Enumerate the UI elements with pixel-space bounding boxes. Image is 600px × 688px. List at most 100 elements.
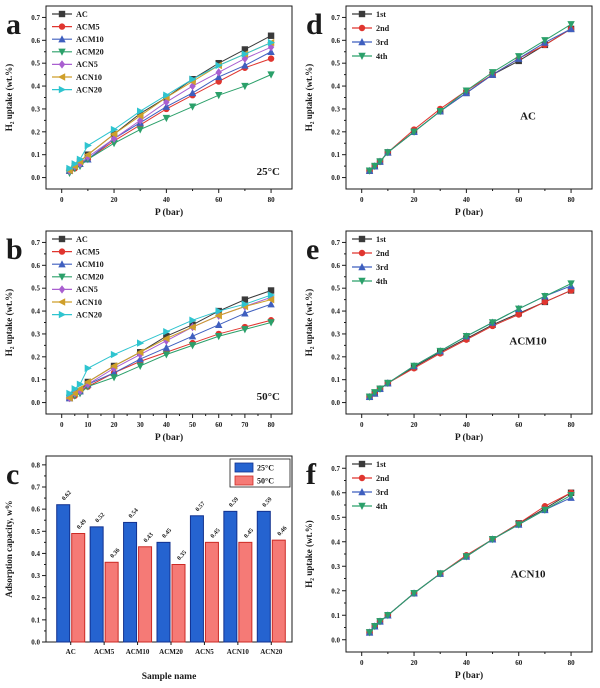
x-tick-label: 0 [360, 659, 364, 667]
legend-label: 4th [376, 502, 388, 511]
bar-value-label: 0.62 [60, 489, 72, 502]
y-tick-label: 0.3 [331, 563, 340, 571]
x-tick-label: 80 [268, 196, 276, 204]
bar-ACM5-25°C [89, 526, 104, 643]
panel-e: 0 20 40 60 80 P (bar) 0.0 0.1 0.2 0.3 0.4 0.5 0.6 0.7… [300, 225, 600, 450]
series-4th [365, 280, 575, 401]
y-tick-label: 0.7 [331, 239, 340, 247]
legend-label: 2nd [376, 249, 390, 258]
y-tick-label: 0.6 [31, 506, 40, 514]
x-axis-title: Sample name [142, 672, 197, 682]
y-tick-label: 0.3 [31, 572, 40, 580]
y-tick-label: 0.7 [31, 484, 40, 492]
series-4th [365, 492, 575, 637]
bars: 0.620.490.520.360.540.43 0.450.350.570.45… [56, 489, 289, 643]
y-tick-label: 0.5 [331, 60, 340, 68]
y-tick-label: 0.6 [31, 262, 40, 270]
y-tick-label: 0.2 [331, 353, 340, 361]
legend-label: 1st [376, 460, 386, 469]
x-tick-label: 40 [463, 421, 471, 429]
x-category-label: ACM20 [159, 648, 183, 656]
x-category-label: ACN5 [195, 648, 214, 656]
y-tick-label: 0.2 [331, 128, 340, 136]
panel-letter: a [6, 8, 21, 41]
panel-e-chart: 0 20 40 60 80 P (bar) 0.0 0.1 0.2 0.3 0.4 0.5 0.6 0.7… [304, 230, 593, 443]
legend: AC ACM5 ACM10 ACM20 ACN5 ACN10 ACN20 [52, 235, 104, 319]
x-tick-label: 30 [137, 421, 145, 429]
x-tick-label: 50 [189, 421, 197, 429]
bar-value-label: 0.59 [228, 496, 240, 509]
x-axis: 0 20 40 60 80 P (bar) [360, 414, 575, 443]
bar-value-label: 0.54 [127, 507, 139, 520]
panel-b: 0 10 20 30 40 50 60 70 80 P (bar) 0.0 0.1 0.2 0.3 0.4 0… [0, 225, 300, 450]
series-ACM20 [65, 319, 275, 402]
x-tick-label: 80 [568, 196, 576, 204]
legend-label: ACN20 [76, 310, 102, 319]
x-tick-label: 0 [60, 421, 64, 429]
y-tick-label: 0.3 [31, 105, 40, 113]
legend: 1st 2nd 3rd 4th [352, 10, 390, 61]
legend-label: ACM5 [76, 247, 100, 256]
y-tick-label: 0.4 [331, 308, 340, 316]
y-tick-label: 0.8 [31, 461, 40, 469]
y-tick-label: 0.2 [31, 594, 40, 602]
legend: 25°C 50°C [229, 458, 291, 488]
x-category-label: AC [66, 648, 76, 656]
bar-ACM5-50°C [104, 561, 119, 643]
panel-annotation: ACM10 [509, 335, 547, 347]
bar-value-label: 0.45 [209, 527, 221, 540]
y-axis-title: Adsorption capacity, w% [4, 500, 14, 597]
panel-letter: f [306, 458, 317, 491]
legend-label: ACM20 [76, 273, 104, 282]
panel-d: 0 20 40 60 80 P (bar) 0.0 0.1 0.2 0.3 0.4 0.5 0.6 0.7… [300, 0, 600, 225]
x-tick-label: 40 [163, 196, 171, 204]
x-tick-label: 20 [111, 421, 119, 429]
x-category-label: ACN10 [227, 648, 250, 656]
y-tick-label: 0.1 [331, 376, 340, 384]
y-tick-label: 0.7 [331, 14, 340, 22]
y-axis-title: H₂ uptake (wt.%) [304, 289, 314, 356]
bar-AC-25°C [56, 504, 71, 643]
y-tick-label: 0.2 [31, 128, 40, 136]
panel-f: 0 20 40 60 80 P (bar) 0.0 0.1 0.2 0.3 0.4 0.5 0.6 0.7… [300, 450, 600, 688]
bar-value-label: 0.45 [161, 527, 173, 540]
bar-value-label: 0.45 [243, 527, 255, 540]
y-tick-label: 0.6 [331, 37, 340, 45]
x-tick-label: 60 [515, 196, 523, 204]
y-tick-label: 0.2 [331, 587, 340, 595]
y-tick-label: 0.1 [331, 612, 340, 620]
bar-ACN5-50°C [204, 541, 219, 643]
legend-label: ACN20 [76, 85, 102, 94]
legend-label: 1st [376, 10, 386, 19]
x-tick-label: 60 [515, 659, 523, 667]
series-1st [366, 25, 575, 174]
y-tick-label: 0.4 [31, 308, 40, 316]
y-axis: 0.0 0.1 0.2 0.3 0.4 0.5 0.6 0.7 H₂ uptake (wt.%) [304, 239, 346, 407]
bar-ACM20-25°C [156, 541, 171, 643]
x-tick-label: 10 [84, 421, 92, 429]
y-tick-label: 0.1 [31, 376, 40, 384]
legend-label: 50°C [257, 477, 274, 486]
legend-label: ACN10 [76, 298, 102, 307]
panel-letter: e [306, 233, 319, 266]
panel-d-chart: 0 20 40 60 80 P (bar) 0.0 0.1 0.2 0.3 0.4 0.5 0.6 0.7… [304, 5, 593, 218]
panel-c: 0.0 0.1 0.2 0.3 0.4 0.5 0.6 0.7 0.8 Adsorption ca… [0, 450, 300, 688]
y-tick-label: 0.0 [31, 639, 40, 647]
y-tick-label: 0.5 [31, 528, 40, 536]
y-axis-title: H₂ uptake (wt.%) [4, 64, 14, 131]
y-tick-label: 0.6 [331, 489, 340, 497]
y-tick-label: 0.4 [31, 550, 40, 558]
x-tick-label: 20 [411, 421, 419, 429]
bar-ACN20-50°C [271, 539, 286, 643]
legend-label: ACM5 [76, 22, 100, 31]
y-tick-label: 0.3 [31, 330, 40, 338]
y-tick-label: 0.7 [31, 239, 40, 247]
legend-label: 2nd [376, 474, 390, 483]
series-ACN10 [65, 295, 275, 402]
y-axis: 0.0 0.1 0.2 0.3 0.4 0.5 0.6 0.7 0.8 Adsorption ca… [4, 461, 46, 647]
y-tick-label: 0.1 [31, 616, 40, 624]
panel-a-chart: 0 20 40 60 80 P (bar) 0.0 0.1 0.2 0.3 0.4 0.5 0.6 0.7… [4, 5, 293, 218]
bar-value-label: 0.36 [109, 547, 121, 560]
panel-annotation: AC [520, 110, 536, 122]
